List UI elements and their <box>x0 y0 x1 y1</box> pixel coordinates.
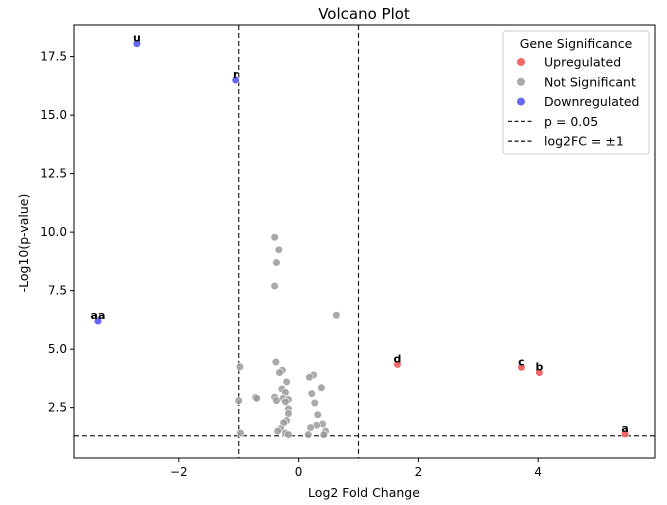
data-point <box>252 394 261 403</box>
legend-marker <box>517 97 525 106</box>
data-point <box>319 430 328 439</box>
data-point <box>275 368 284 377</box>
y-tick-label: 7.5 <box>48 284 67 298</box>
point-labels: d c b a u r aa <box>91 32 629 435</box>
x-axis-ticks: −2 0 2 4 <box>170 458 542 479</box>
data-points <box>93 39 630 439</box>
data-point <box>310 398 319 408</box>
data-point <box>332 311 341 320</box>
data-point <box>236 428 245 438</box>
data-point <box>517 363 526 372</box>
data-point <box>273 426 282 436</box>
legend-box <box>502 30 650 155</box>
x-axis-label: Log2 Fold Change <box>308 485 420 500</box>
data-point <box>274 245 283 254</box>
x-tick-label: 0 <box>295 465 303 479</box>
point-label: aa <box>91 309 106 322</box>
data-point <box>305 373 314 382</box>
data-point <box>270 281 279 291</box>
data-point <box>304 430 313 439</box>
legend: Gene Significance Upregulated Not Signifi… <box>502 30 650 155</box>
data-point <box>234 396 243 405</box>
y-tick-label: 2.5 <box>48 401 67 415</box>
threshold-lines <box>74 25 655 458</box>
point-label: b <box>535 361 543 374</box>
legend-title: Gene Significance <box>520 36 633 51</box>
chart-title: Volcano Plot <box>318 5 410 23</box>
y-axis-ticks: 2.5 5.0 7.5 10.0 12.5 15.0 17.5 <box>40 50 74 415</box>
point-label: a <box>621 422 628 435</box>
data-point <box>235 362 245 371</box>
data-point <box>281 397 290 406</box>
x-tick-label: 2 <box>415 465 423 479</box>
data-point <box>272 396 281 405</box>
data-point <box>93 316 103 326</box>
point-label: c <box>518 355 525 368</box>
plot-frame <box>73 24 656 459</box>
x-tick-label: −2 <box>170 465 188 479</box>
data-point <box>284 409 293 418</box>
y-axis-label: -Log10(p-value) <box>16 194 31 293</box>
data-point <box>393 360 402 369</box>
point-label: r <box>233 68 239 81</box>
data-point <box>307 389 316 398</box>
legend-entry-label: Upregulated <box>544 55 621 70</box>
y-tick-label: 10.0 <box>40 225 67 239</box>
legend-entry-label: log2FC = ±1 <box>544 134 624 149</box>
data-point <box>282 377 291 387</box>
legend-entries: Upregulated Not Significant Downregulated p… <box>508 55 640 149</box>
legend-entry-label: p = 0.05 <box>544 114 598 129</box>
data-point <box>271 357 280 367</box>
point-label: d <box>394 352 402 365</box>
data-point <box>132 39 141 48</box>
data-point <box>313 410 322 419</box>
data-point <box>231 75 240 85</box>
x-tick-label: 4 <box>534 465 542 479</box>
data-point <box>272 258 281 267</box>
data-point <box>535 368 544 377</box>
legend-marker <box>517 58 525 66</box>
data-point <box>620 429 630 438</box>
data-point <box>270 233 279 242</box>
legend-entry-label: Not Significant <box>544 74 636 89</box>
y-tick-label: 17.5 <box>40 50 67 64</box>
data-point <box>317 383 326 392</box>
y-tick-label: 12.5 <box>40 167 67 181</box>
legend-entry-label: Downregulated <box>544 94 640 109</box>
data-point <box>306 423 315 432</box>
y-tick-label: 5.0 <box>48 342 67 356</box>
y-tick-label: 15.0 <box>40 108 67 122</box>
legend-marker <box>517 77 525 86</box>
data-point <box>284 430 293 439</box>
point-label: u <box>133 32 141 45</box>
